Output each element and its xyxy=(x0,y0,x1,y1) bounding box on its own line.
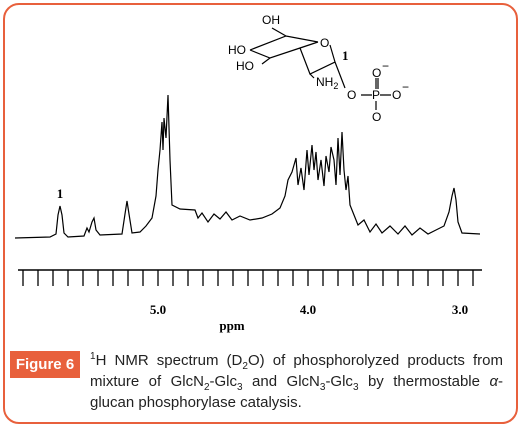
text: and GlcN xyxy=(242,373,320,390)
text: 3 xyxy=(352,382,359,393)
tick-label: 3.0 xyxy=(452,302,468,317)
frame xyxy=(3,3,518,424)
figure-label: Figure 6 xyxy=(10,351,80,378)
atom-label: O xyxy=(372,110,381,124)
text: -glucan phosphorylase catalysis. xyxy=(90,373,504,411)
tick-label: 4.0 xyxy=(300,302,316,317)
peak-label: 1 xyxy=(57,186,64,201)
text: 2 xyxy=(242,361,248,372)
text: NH xyxy=(316,75,333,89)
charge: − xyxy=(382,59,389,73)
text: O) of phosphorolyzed products from mixtu… xyxy=(90,352,503,390)
tick-label: 5.0 xyxy=(150,302,166,317)
atom-label: HO xyxy=(228,43,246,57)
atom-label: 1 xyxy=(342,48,349,63)
text: H NMR spectrum (D xyxy=(95,352,243,369)
text: 2 xyxy=(203,382,210,393)
charge: − xyxy=(402,80,409,94)
caption: 1H NMR spectrum (D2O) of phosphorolyzed … xyxy=(90,350,503,413)
text: -Glc xyxy=(325,373,353,390)
text: 3 xyxy=(237,382,243,393)
atom-label: NH2 xyxy=(316,75,338,91)
text: 3 xyxy=(319,382,326,393)
text: α xyxy=(489,373,499,390)
atom-label: O xyxy=(320,36,329,50)
atom-label: OH xyxy=(262,13,280,27)
atom-label: O xyxy=(392,88,401,102)
spectrum xyxy=(14,94,481,239)
text: 1 xyxy=(90,351,96,362)
axis-ticks xyxy=(22,270,474,286)
structure xyxy=(249,27,391,110)
atom-label: O xyxy=(347,88,356,102)
atom-label: P xyxy=(372,88,380,102)
atom-label: O xyxy=(372,66,381,80)
atom-label: HO xyxy=(236,59,254,73)
figure: 1 5.0 4.0 3.0 ppm OH HO HO O NH2 1 O P O… xyxy=(14,13,482,333)
axis-label: ppm xyxy=(219,318,244,333)
text: -Glc xyxy=(209,373,238,390)
text: 2 xyxy=(333,81,338,91)
text: by thermostable xyxy=(358,373,490,390)
